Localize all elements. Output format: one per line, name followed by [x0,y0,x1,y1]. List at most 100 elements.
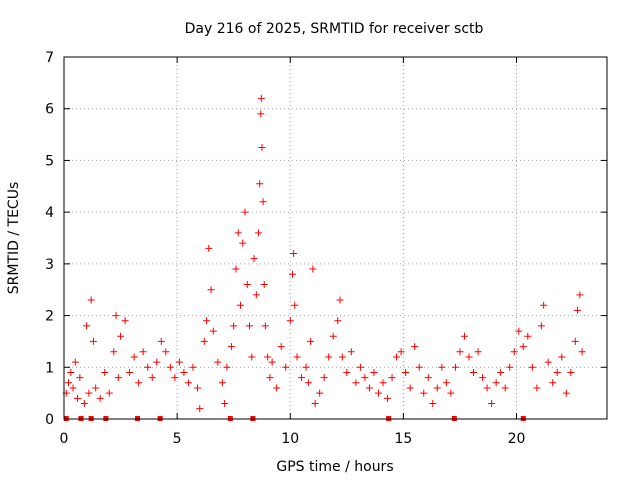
data-point [257,110,265,118]
data-point [384,394,392,402]
data-point [250,255,258,263]
data-point [71,358,79,366]
data-point [243,281,251,289]
data-point [329,332,337,340]
data-point [338,353,346,361]
data-point [221,399,229,407]
data-point [289,270,297,278]
data-point [273,384,281,392]
data-point [544,358,552,366]
data-point [451,363,459,371]
x-tick-label: 0 [60,431,69,447]
data-point [325,353,333,361]
data-point [309,265,317,273]
data-point [153,358,161,366]
y-axis-label: SRMTID / TECUs [6,182,22,295]
data-point [180,368,188,376]
data-point [85,389,93,397]
data-point [553,368,561,376]
data-point [205,244,213,252]
data-point [336,296,344,304]
data-point [76,374,84,382]
data-point [460,332,468,340]
data-point [277,343,285,351]
data-point [96,394,104,402]
y-tick-label: 5 [45,153,54,169]
data-point [286,317,294,325]
data-point [105,389,113,397]
data-point [411,343,419,351]
data-point [424,374,432,382]
data-points [62,94,586,421]
data-point [257,94,265,102]
data-point [239,239,247,247]
data-point [268,358,276,366]
data-point [356,363,364,371]
data-point [260,281,268,289]
plot-frame [63,56,608,420]
data-point [236,301,244,309]
y-tick-label: 4 [45,205,54,221]
data-point [488,399,496,407]
x-tick-label: 5 [173,431,182,447]
data-point [302,363,310,371]
data-point [474,348,482,356]
data-point [562,389,570,397]
data-point [121,317,129,325]
data-point [429,399,437,407]
data-point [162,348,170,356]
data-point [65,379,73,387]
data-point [343,368,351,376]
data-point [69,384,77,392]
data-point [492,379,500,387]
data-point [447,389,455,397]
data-point [506,363,514,371]
data-point [112,312,120,320]
data-point [293,353,301,361]
y-tick-label: 7 [45,50,54,66]
data-point [200,337,208,345]
data-point [420,389,428,397]
data-point [316,389,324,397]
y-tick-label: 0 [45,412,54,428]
x-tick-label: 10 [281,431,299,447]
data-point [255,229,263,237]
data-point [166,363,174,371]
data-point [214,358,222,366]
data-point [193,384,201,392]
data-point [567,368,575,376]
data-point [171,374,179,382]
data-point [379,379,387,387]
data-point [256,180,264,188]
y-tick-label: 1 [45,360,54,376]
x-axis-label: GPS time / hours [276,459,393,475]
data-point [470,368,478,376]
data-point [571,337,579,345]
data-point [433,384,441,392]
data-point [74,394,82,402]
data-point [67,368,75,376]
data-point [203,317,211,325]
data-point [558,353,566,361]
data-point [438,363,446,371]
grid [64,57,607,419]
data-point [537,322,545,330]
data-point [139,348,147,356]
data-point [184,379,192,387]
data-point [259,198,267,206]
data-point [442,379,450,387]
data-point [406,384,414,392]
x-tick-label: 15 [394,431,412,447]
data-point [510,348,518,356]
data-point [415,363,423,371]
x-tick-label: 20 [508,431,526,447]
data-point [148,374,156,382]
data-point [282,363,290,371]
data-point [258,144,266,151]
data-point [456,348,464,356]
chart-title: Day 216 of 2025, SRMTID for receiver sct… [185,21,484,37]
data-point [497,368,505,376]
data-point [230,322,238,330]
data-point [291,301,299,309]
